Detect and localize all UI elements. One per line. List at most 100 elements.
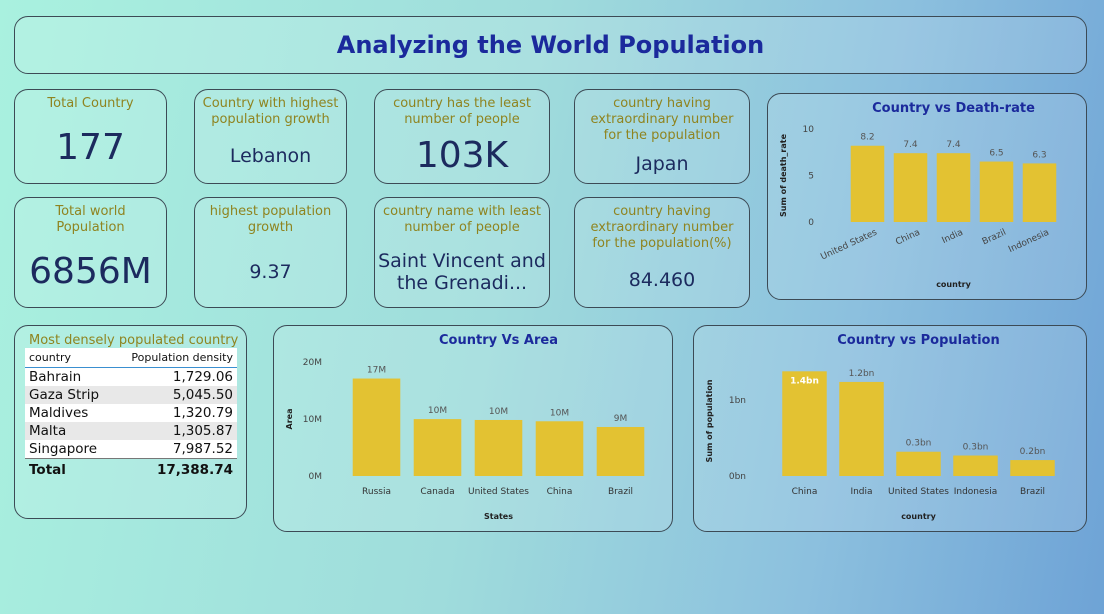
data-label: 9M xyxy=(614,414,628,424)
table-row: Gaza Strip 5,045.50 xyxy=(25,386,237,404)
data-label: 1.4bn xyxy=(790,376,819,386)
bar xyxy=(352,378,401,476)
kpi-card: country has the least number of people 10… xyxy=(374,89,550,184)
total-value: 17,388.74 xyxy=(113,458,237,479)
card-value: 9.37 xyxy=(249,260,292,283)
bar xyxy=(782,371,827,476)
y-axis-title: Area xyxy=(285,409,294,430)
kpi-card: Total world Population 6856M xyxy=(14,197,167,308)
card-label: Country with highest population growth xyxy=(202,96,339,127)
y-tick-label: 10 xyxy=(803,125,815,135)
kpi-card: highest population growth 9.37 xyxy=(194,197,347,308)
card-value: 84.460 xyxy=(628,268,696,291)
kpi-card: country having extraordinary number for … xyxy=(574,197,750,308)
x-tick-label: Brazil xyxy=(608,487,633,497)
x-tick-label: United States xyxy=(888,487,949,497)
card-label: country name with least number of people xyxy=(382,204,541,235)
chart-title: Country vs Population xyxy=(837,333,999,348)
data-label: 0.3bn xyxy=(963,443,989,453)
y-axis-title: Sum of death_rate xyxy=(779,133,788,217)
density-cell: 1,320.79 xyxy=(113,404,237,422)
kpi-card: country having extraordinary number for … xyxy=(574,89,750,184)
table-header: country Population density xyxy=(25,348,237,368)
data-label: 6.3 xyxy=(1032,150,1046,160)
column-header: Population density xyxy=(113,348,237,368)
card-label: country has the least number of people xyxy=(393,96,531,127)
data-label: 10M xyxy=(550,408,569,418)
bar xyxy=(953,455,998,476)
table-row: Bahrain 1,729.06 xyxy=(25,367,237,386)
x-tick-label: China xyxy=(792,487,818,497)
table-total: Total 17,388.74 xyxy=(25,458,237,479)
density-table: country Population density Bahrain 1,729.0… xyxy=(25,348,237,479)
x-tick-label: India xyxy=(850,487,872,497)
table-row: Singapore 7,987.52 xyxy=(25,440,237,459)
data-label: 8.2 xyxy=(860,133,874,143)
bar xyxy=(535,421,584,476)
y-tick-label: 5 xyxy=(808,172,814,182)
x-tick-label: Brazil xyxy=(1020,487,1045,497)
kpi-card: country name with least number of people… xyxy=(374,197,550,308)
kpi-card: Country with highest population growth Le… xyxy=(194,89,347,184)
country-cell: Gaza Strip xyxy=(25,386,114,404)
population-chart: Country vs Population Sum of population co… xyxy=(693,325,1087,532)
y-axis-title: Sum of population xyxy=(705,379,714,462)
x-tick-label: Indonesia xyxy=(1007,228,1051,255)
data-label: 1.2bn xyxy=(849,369,875,379)
table-title: Most densely populated country xyxy=(29,333,239,348)
x-tick-label: Brazil xyxy=(981,228,1008,248)
bar xyxy=(474,419,523,476)
bar xyxy=(413,419,462,476)
x-tick-label: Russia xyxy=(362,487,391,497)
bar xyxy=(596,426,645,476)
x-axis-title: country xyxy=(936,280,971,289)
density-cell: 1,305.87 xyxy=(113,422,237,440)
x-tick-label: Canada xyxy=(420,487,454,497)
total-label: Total xyxy=(25,458,114,479)
bar xyxy=(896,451,941,476)
density-cell: 1,729.06 xyxy=(113,367,237,386)
x-tick-label: United States xyxy=(468,487,529,497)
y-tick-label: 0M xyxy=(309,472,323,482)
y-tick-label: 10M xyxy=(303,415,322,425)
card-value: 177 xyxy=(56,127,125,168)
x-tick-label: India xyxy=(941,228,965,246)
x-tick-label: United States xyxy=(819,228,879,263)
card-value: Saint Vincent and the Grenadi... xyxy=(378,249,546,294)
table-row: Maldives 1,320.79 xyxy=(25,404,237,422)
card-label: highest population growth xyxy=(209,204,332,235)
country-cell: Maldives xyxy=(25,404,114,422)
chart-title: Country vs Death-rate xyxy=(872,101,1035,116)
table-body: Bahrain 1,729.06 Gaza Strip 5,045.50 Maldive… xyxy=(25,367,237,459)
card-value: Lebanon xyxy=(229,144,312,167)
country-cell: Malta xyxy=(25,422,114,440)
y-tick-label: 0 xyxy=(808,218,814,228)
page-title: Analyzing the World Population xyxy=(14,16,1087,74)
bar xyxy=(1022,163,1057,222)
x-axis-title: States xyxy=(484,512,513,521)
y-tick-label: 1bn xyxy=(729,396,746,406)
y-tick-label: 0bn xyxy=(729,472,746,482)
card-label: Total Country xyxy=(47,96,134,111)
card-label: country having extraordinary number for … xyxy=(590,204,734,251)
density-cell: 5,045.50 xyxy=(113,386,237,404)
x-axis-title: country xyxy=(901,512,936,521)
bar xyxy=(850,145,885,222)
card-value: 103K xyxy=(415,135,509,176)
data-label: 0.3bn xyxy=(906,439,932,449)
data-label: 10M xyxy=(489,407,508,417)
kpi-card: Total Country 177 xyxy=(14,89,167,184)
data-label: 6.5 xyxy=(989,149,1003,159)
card-value: Japan xyxy=(635,152,689,175)
data-label: 0.2bn xyxy=(1020,447,1046,457)
bar xyxy=(839,381,884,476)
density-table-panel: Most densely populated country country Po… xyxy=(14,325,247,519)
chart-title: Country Vs Area xyxy=(439,333,558,348)
card-value: 6856M xyxy=(29,251,152,292)
x-tick-label: Indonesia xyxy=(954,487,998,497)
column-header: country xyxy=(25,348,114,368)
x-tick-label: China xyxy=(547,487,573,497)
country-cell: Bahrain xyxy=(25,367,114,386)
bar xyxy=(936,153,971,222)
